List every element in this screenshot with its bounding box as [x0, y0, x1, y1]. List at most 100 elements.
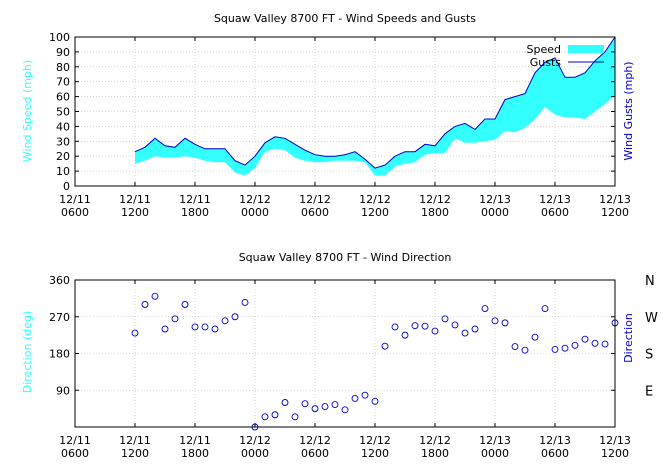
x-tick-label-time: 0000 — [241, 206, 269, 219]
direction-point — [381, 342, 389, 350]
y-axis-label-direction-right: Direction — [622, 313, 635, 363]
direction-point — [581, 335, 589, 343]
gusts-series-line — [134, 36, 616, 169]
x-tick-label-time: 0600 — [541, 447, 569, 460]
legend-label-speed: Speed — [527, 43, 561, 56]
x-tick-label-date: 12/12 — [359, 434, 391, 447]
direction-point — [481, 305, 489, 313]
direction-point — [541, 305, 549, 313]
direction-point — [501, 319, 509, 327]
x-tick-label-date: 12/12 — [239, 434, 271, 447]
x-tick-label-time: 1200 — [601, 206, 629, 219]
direction-point — [561, 344, 569, 352]
x-tick-label-date: 12/13 — [479, 434, 511, 447]
direction-point — [211, 325, 219, 333]
x-tick-label-date: 12/11 — [119, 434, 151, 447]
y-tick-label: 30 — [56, 135, 70, 148]
x-tick-label-time: 0600 — [301, 447, 329, 460]
y-tick-label: 180 — [49, 348, 70, 361]
direction-x-tick-labels: 12/11060012/11120012/11180012/12000012/1… — [59, 280, 631, 460]
direction-point — [321, 403, 329, 411]
y-axis-label-direction: Direction (deg) — [21, 311, 34, 394]
x-tick-label-time: 1200 — [361, 447, 389, 460]
x-tick-label-time: 0600 — [61, 447, 89, 460]
x-tick-label-time: 0600 — [61, 206, 89, 219]
compass-label: S — [645, 348, 653, 363]
speed-band-fill — [135, 37, 615, 176]
direction-point — [171, 315, 179, 323]
x-tick-label-date: 12/13 — [539, 434, 571, 447]
compass-label: W — [645, 311, 658, 326]
legend-swatch-speed — [568, 45, 604, 53]
x-tick-label-date: 12/12 — [419, 193, 451, 206]
x-tick-label-date: 12/11 — [179, 434, 211, 447]
compass-labels: N W S E — [645, 274, 658, 399]
y-tick-label: 0 — [63, 180, 70, 193]
y-tick-label: 270 — [49, 311, 70, 324]
direction-point — [231, 313, 239, 321]
x-tick-label-time: 0600 — [541, 206, 569, 219]
x-tick-label-time: 1800 — [181, 447, 209, 460]
x-tick-label-time: 1200 — [601, 447, 629, 460]
x-tick-label-time: 1800 — [181, 206, 209, 219]
y-tick-label: 90 — [56, 384, 70, 397]
x-tick-label-date: 12/13 — [479, 193, 511, 206]
compass-label: N — [645, 274, 655, 289]
x-tick-label-time: 0600 — [301, 206, 329, 219]
speed-x-tick-labels: 12/11060012/11120012/11180012/12000012/1… — [59, 37, 631, 219]
direction-point — [451, 321, 459, 329]
speed-gust-band — [134, 36, 616, 176]
y-tick-label: 360 — [49, 274, 70, 287]
direction-gridlines — [75, 279, 615, 427]
x-tick-label-time: 0000 — [481, 447, 509, 460]
direction-point — [271, 411, 279, 419]
x-tick-label-date: 12/13 — [599, 193, 631, 206]
y-tick-label: 10 — [56, 165, 70, 178]
direction-point — [191, 323, 199, 331]
direction-point — [371, 397, 379, 405]
x-tick-label-time: 1200 — [361, 206, 389, 219]
y-tick-label: 80 — [56, 61, 70, 74]
direction-point — [511, 343, 519, 351]
direction-point — [391, 323, 399, 331]
x-tick-label-date: 12/12 — [359, 193, 391, 206]
direction-point — [431, 327, 439, 335]
chart-title-direction: Squaw Valley 8700 FT - Wind Direction — [239, 251, 452, 264]
direction-point — [141, 301, 149, 308]
direction-point — [301, 400, 309, 408]
y-tick-label: 60 — [56, 91, 70, 104]
direction-point — [261, 413, 269, 421]
direction-point — [571, 341, 579, 349]
x-tick-label-date: 12/13 — [599, 434, 631, 447]
direction-point — [131, 329, 139, 337]
y-tick-label: 20 — [56, 150, 70, 163]
y-tick-label: 50 — [56, 106, 70, 119]
direction-point — [311, 405, 319, 413]
direction-point — [411, 322, 419, 330]
direction-point — [221, 317, 229, 325]
direction-point — [521, 346, 529, 354]
x-tick-label-date: 12/12 — [299, 434, 331, 447]
direction-point — [161, 325, 169, 333]
direction-point — [531, 333, 539, 341]
x-tick-label-time: 1800 — [421, 447, 449, 460]
legend-label-gusts: Gusts — [530, 56, 562, 69]
y-tick-label: 100 — [49, 31, 70, 44]
compass-label: E — [645, 384, 653, 399]
direction-point — [471, 325, 479, 333]
x-tick-label-time: 1200 — [121, 206, 149, 219]
direction-point — [331, 401, 339, 408]
direction-point — [551, 345, 559, 353]
x-tick-label-date: 12/11 — [119, 193, 151, 206]
direction-point — [421, 322, 429, 330]
x-tick-label-time: 1800 — [421, 206, 449, 219]
x-tick-label-time: 0000 — [241, 447, 269, 460]
direction-point — [181, 301, 189, 308]
direction-point — [461, 329, 469, 337]
y-tick-label: 70 — [56, 76, 70, 89]
direction-point — [281, 399, 289, 406]
x-tick-label-date: 12/11 — [59, 434, 91, 447]
chart-title-speed: Squaw Valley 8700 FT - Wind Speeds and G… — [214, 12, 476, 25]
direction-point — [341, 406, 349, 414]
